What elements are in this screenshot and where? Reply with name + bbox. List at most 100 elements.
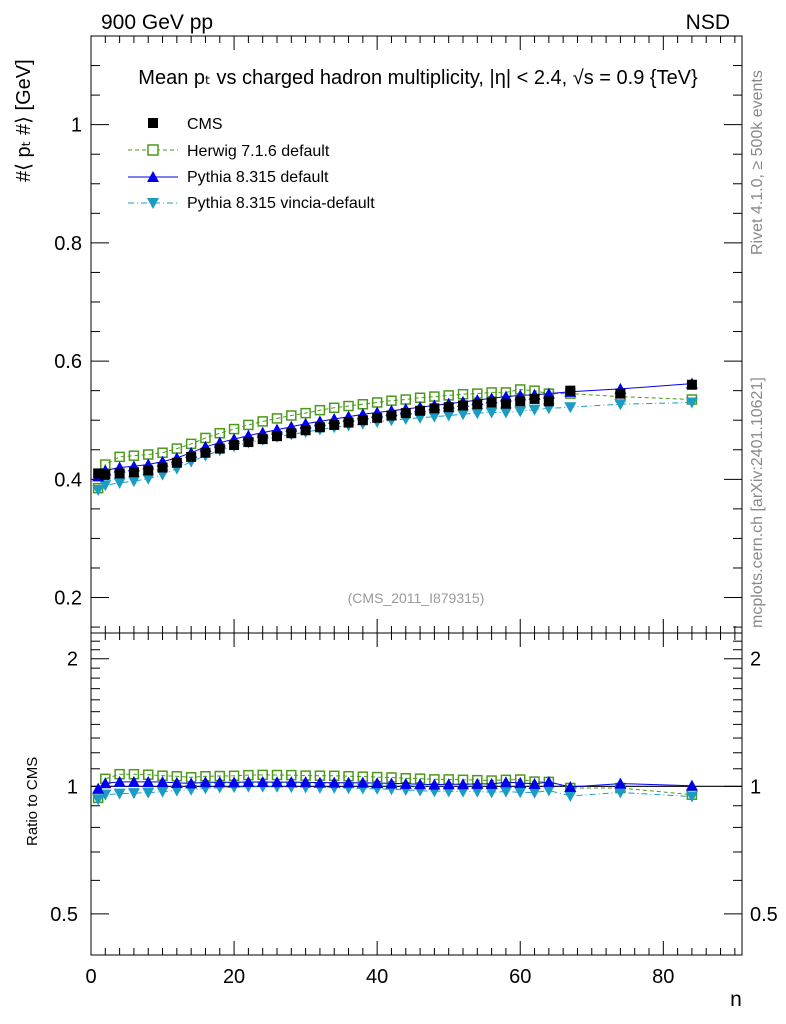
cms-point (171, 457, 182, 468)
vincia-ratio-point (499, 786, 512, 798)
vincia-point (127, 476, 140, 488)
legend-marker-cms (148, 118, 158, 128)
ratio-y-tick-label: 0.5 (50, 904, 78, 926)
pythia-ratio-point (256, 776, 269, 788)
cms-point (214, 443, 225, 454)
pythia-ratio-point (499, 776, 512, 788)
cms-point (128, 467, 139, 478)
energy-label: 900 GeV pp (101, 11, 213, 34)
vincia-point (471, 408, 484, 420)
herwig-line (97, 388, 692, 489)
x-tick-label: 20 (223, 966, 245, 988)
vincia-point (113, 477, 126, 489)
vincia-point (614, 399, 627, 411)
pythia-ratio-point (399, 777, 412, 789)
pythia-ratio-point (113, 775, 126, 787)
pythia-ratio-point (442, 778, 455, 790)
analysis-id: (CMS_2011_I879315) (348, 590, 485, 606)
pythia-ratio-point (328, 776, 341, 788)
legend-marker-herwig (147, 144, 159, 156)
legend: CMS Herwig 7.1.6 default Pythia 8.315 de… (128, 116, 375, 212)
y-tick-label: 1 (71, 115, 82, 137)
ratio-y-tick-label: 2 (67, 649, 78, 671)
vincia-point (142, 473, 155, 485)
ratio-y-axis-label: Ratio to CMS (24, 757, 41, 846)
cms-point (343, 417, 354, 428)
cms-point (472, 399, 483, 410)
pythia-ratio-point (228, 776, 241, 788)
pythia-ratio-point (271, 776, 283, 788)
cms-point (272, 431, 282, 442)
vincia-ratio-point (564, 790, 577, 802)
process-label: NSD (686, 11, 730, 34)
cms-point (157, 462, 168, 473)
main-series (92, 377, 698, 496)
cms-point (686, 379, 697, 390)
pythia-ratio-point (342, 776, 355, 788)
cms-point (229, 440, 240, 451)
cms-point (329, 419, 340, 430)
herwig-point (228, 423, 240, 435)
vincia-point (442, 410, 455, 422)
vincia-point (457, 409, 469, 421)
pythia-ratio-point (385, 777, 398, 789)
legend-label-cms: CMS (187, 116, 223, 133)
x-tick-label: 40 (366, 966, 388, 988)
vincia-ratio-point (170, 785, 183, 797)
pythia-ratio-point (299, 776, 312, 788)
vincia-ratio-point (485, 787, 498, 799)
legend-marker-pythia (147, 171, 159, 182)
x-tick-label: 60 (509, 966, 531, 988)
cms-point (565, 385, 576, 396)
vincia-ratio-point (471, 786, 484, 798)
legend-label-vincia: Pythia 8.315 vincia-default (187, 195, 375, 212)
cms-point (400, 408, 411, 419)
vincia-ratio-point (142, 787, 155, 799)
cms-point (93, 468, 104, 479)
pythia-ratio-point (371, 777, 384, 789)
legend-marker-vincia (147, 198, 159, 209)
cms-point (114, 468, 125, 479)
cms-point (500, 398, 511, 409)
pythia-ratio-point (213, 776, 226, 788)
vincia-point (485, 407, 498, 419)
x-tick-label: 80 (652, 966, 674, 988)
herwig-point (328, 402, 340, 414)
pythia-ratio-point (142, 775, 155, 787)
cms-point (429, 403, 440, 414)
pythia-ratio-point (564, 780, 577, 792)
cms-point (458, 400, 468, 411)
vincia-ratio-point (685, 791, 698, 803)
vincia-point (564, 402, 577, 414)
herwig-point (257, 416, 268, 427)
vincia-point (92, 484, 105, 496)
vincia-point (428, 411, 441, 423)
cms-point (286, 428, 297, 439)
ratio-panel-frame (90, 632, 743, 956)
vincia-ratio-point (528, 787, 541, 799)
vincia-point (514, 406, 527, 418)
pythia-ratio-point (99, 777, 112, 789)
cms-point (443, 402, 454, 413)
x-tick-label: 0 (85, 966, 96, 988)
pythia-line (97, 383, 692, 477)
y-tick-label: 0.8 (54, 233, 82, 255)
pythia-ratio-point (313, 776, 326, 788)
herwig-point (128, 450, 140, 461)
ratio-y-tick-label: 1 (67, 776, 78, 798)
pythia-ratio-point (485, 777, 498, 789)
pythia-ratio-point (471, 777, 484, 789)
pythia-ratio-point (614, 777, 627, 789)
cms-point (186, 451, 197, 462)
y-tick-label: 0.4 (54, 469, 82, 491)
cms-point (386, 410, 397, 421)
cms-point (486, 397, 497, 408)
vincia-ratio-point (156, 786, 169, 798)
ratio-y-tick-label-right: 0.5 (750, 904, 778, 926)
cms-point (100, 469, 111, 480)
cms-point (515, 396, 526, 407)
cms-point (615, 388, 626, 399)
ratio-series (92, 768, 698, 806)
plot-title: Mean pₜ vs charged hadron multiplicity, … (138, 67, 698, 89)
